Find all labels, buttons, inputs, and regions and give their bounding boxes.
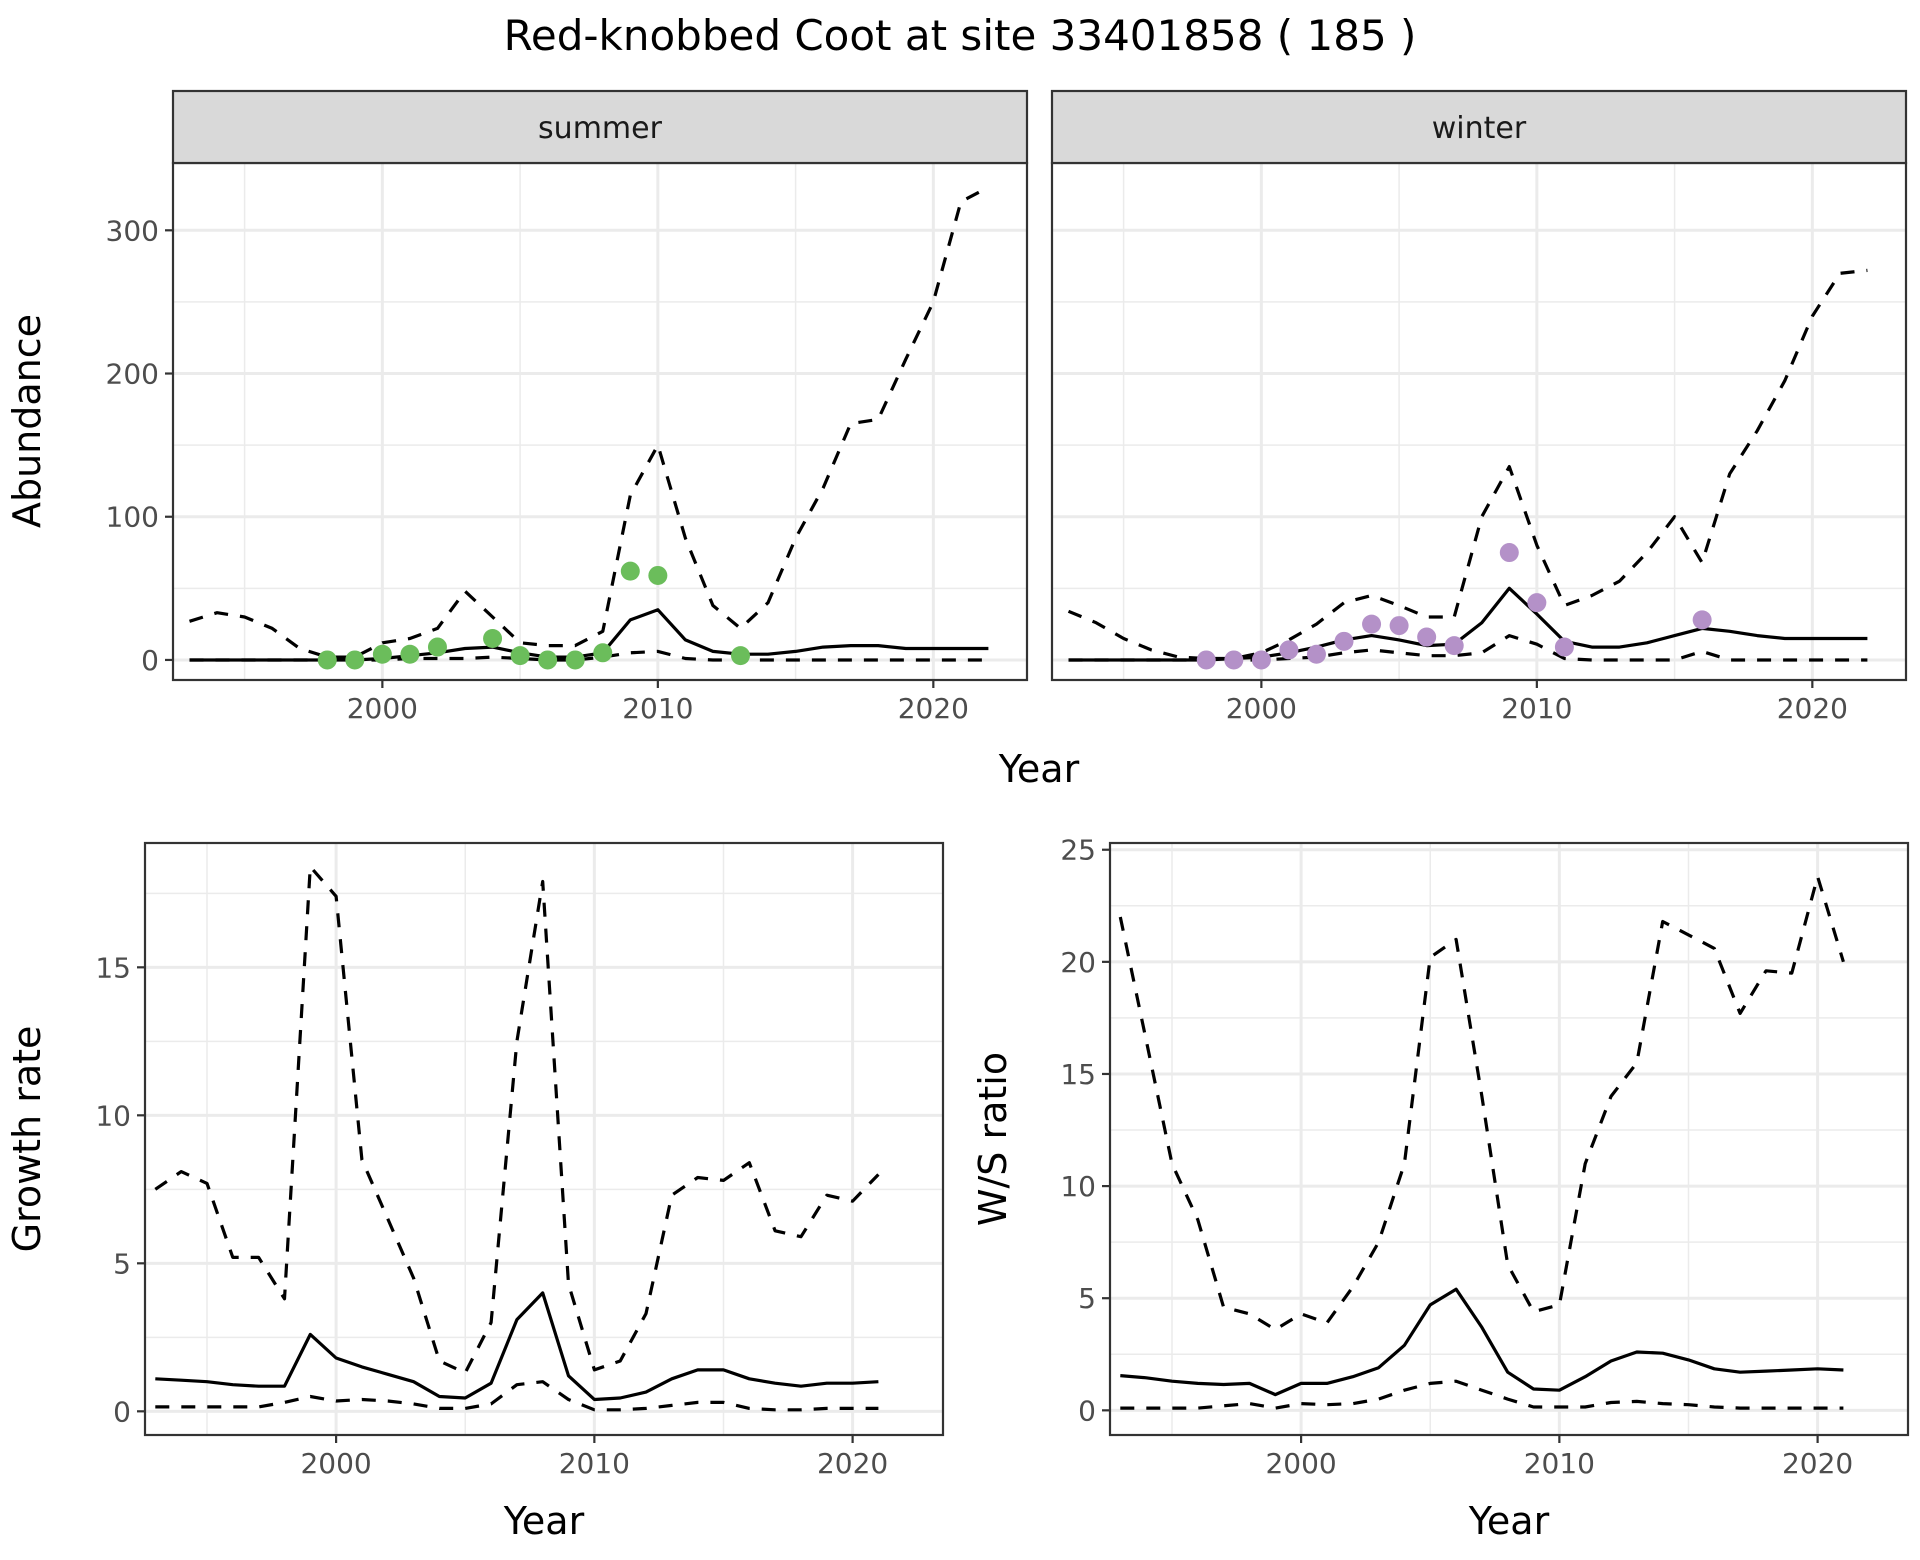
- abundance-summer-facet-strip-label: summer: [538, 111, 663, 146]
- growth-rate-y-axis-title: Growth rate: [5, 1026, 49, 1253]
- ws-ratio-plot-background: [1110, 843, 1908, 1435]
- abundance-winter-observed-point: [1499, 543, 1519, 563]
- abundance-summer-y-tick-label: 200: [106, 358, 159, 391]
- abundance-winter-x-tick-label: 2010: [1501, 692, 1572, 725]
- abundance-winter-observed-point: [1692, 610, 1712, 630]
- growth-rate-x-tick-label: 2020: [817, 1447, 888, 1480]
- ws-ratio-panel: 2000 2010 2020 0 5 10 15 20 25: [1060, 834, 1910, 1480]
- ws-ratio-x-tick-label: 2010: [1524, 1447, 1595, 1480]
- ws-ratio-line-upper: [1118, 874, 1845, 1332]
- abundance-summer-observed-point: [427, 637, 447, 657]
- abundance-summer-observed-point: [565, 650, 585, 670]
- ws-ratio-y-tick-label: 5: [1078, 1282, 1096, 1315]
- growth-rate-y-tick-label: 5: [113, 1247, 131, 1280]
- growth-rate-y-tick-label: 15: [95, 951, 131, 984]
- abundance-winter-observed-point: [1306, 644, 1326, 664]
- ws-ratio-y-axis-title: W/S ratio: [971, 1052, 1015, 1226]
- ws-ratio-x-tick-label: 2020: [1782, 1447, 1853, 1480]
- growth-rate-panel: 2000 2010 2020 0 5 10 15: [95, 841, 945, 1480]
- abundance-winter-observed-point: [1417, 627, 1437, 647]
- abundance-winter-plot-background: [1052, 163, 1906, 680]
- abundance-summer-observed-point: [538, 650, 558, 670]
- abundance-summer-observed-point: [620, 561, 640, 581]
- abundance-winter-x-tick-label: 2020: [1777, 692, 1848, 725]
- abundance-summer-y-tick-label: 100: [106, 501, 159, 534]
- abundance-summer-plot-background: [173, 163, 1027, 680]
- abundance-winter-observed-point: [1224, 650, 1244, 670]
- abundance-summer-facet-strip: [171, 89, 1029, 165]
- figure-title: Red-knobbed Coot at site 33401858 ( 185 …: [504, 11, 1417, 60]
- abundance-winter-observed-point: [1444, 636, 1464, 656]
- ws-ratio-y-tick-label: 20: [1060, 946, 1096, 979]
- growth-rate-x-tick-label: 2000: [300, 1447, 371, 1480]
- ws-ratio-panel-border: [1108, 841, 1910, 1437]
- abundance-winter-facet-strip-label: winter: [1432, 111, 1527, 146]
- ws-ratio-line-lower: [1120, 1379, 1844, 1410]
- abundance-summer-x-tick-label: 2020: [898, 692, 969, 725]
- abundance-winter-observed-point: [1251, 650, 1271, 670]
- abundance-summer-observed-point: [510, 646, 530, 666]
- ws-ratio-line-estimate: [1120, 1287, 1844, 1397]
- abundance-winter-observed-point: [1527, 593, 1547, 613]
- abundance-y-axis-title: Abundance: [5, 314, 49, 528]
- growth-rate-y-tick-label: 0: [113, 1395, 131, 1428]
- abundance-winter-observed-point: [1334, 631, 1354, 651]
- abundance-summer-observed-point: [372, 644, 392, 664]
- growth-rate-line-lower: [155, 1380, 879, 1412]
- ws-ratio-y-tick-label: 15: [1060, 1058, 1096, 1091]
- growth-rate-x-tick-label: 2010: [559, 1447, 630, 1480]
- abundance-summer-observed-point: [345, 650, 365, 670]
- growth-rate-line-upper: [154, 865, 880, 1375]
- growth-rate-x-axis-title: Year: [503, 1499, 585, 1543]
- abundance-panel-winter: 2000 2010 2020 winter: [1050, 89, 1908, 725]
- growth-rate-panel-border: [143, 841, 945, 1437]
- abundance-summer-observed-point: [483, 628, 503, 648]
- ws-ratio-y-tick-label: 10: [1060, 1170, 1096, 1203]
- abundance-winter-observed-point: [1279, 640, 1299, 660]
- abundance-summer-observed-point: [317, 650, 337, 670]
- growth-rate-line-estimate: [155, 1291, 879, 1402]
- growth-rate-y-tick-label: 10: [95, 1099, 131, 1132]
- abundance-panel-summer: 2000 2010 2020 0 100 200 300 summer: [106, 89, 1029, 725]
- ws-ratio-y-tick-label: 0: [1078, 1394, 1096, 1427]
- abundance-summer-x-tick-label: 2010: [622, 692, 693, 725]
- abundance-summer-observed-point: [648, 565, 668, 585]
- abundance-winter-observed-point: [1554, 637, 1574, 657]
- abundance-summer-y-tick-label: 300: [106, 214, 159, 247]
- abundance-winter-x-tick-label: 2000: [1226, 692, 1297, 725]
- abundance-winter-observed-point: [1196, 650, 1216, 670]
- abundance-winter-observed-point: [1362, 614, 1382, 634]
- abundance-summer-y-tick-label: 0: [141, 644, 159, 677]
- ws-ratio-x-axis-title: Year: [1468, 1499, 1550, 1543]
- abundance-summer-observed-point: [593, 643, 613, 663]
- ws-ratio-y-tick-label: 25: [1060, 834, 1096, 867]
- abundance-summer-observed-point: [400, 644, 420, 664]
- abundance-winter-facet-strip: [1050, 89, 1908, 165]
- abundance-summer-observed-point: [730, 646, 750, 666]
- abundance-winter-observed-point: [1389, 616, 1409, 636]
- growth-rate-plot-background: [145, 843, 943, 1435]
- abundance-summer-x-tick-label: 2000: [347, 692, 418, 725]
- abundance-x-axis-title: Year: [998, 747, 1080, 791]
- ws-ratio-x-tick-label: 2000: [1265, 1447, 1336, 1480]
